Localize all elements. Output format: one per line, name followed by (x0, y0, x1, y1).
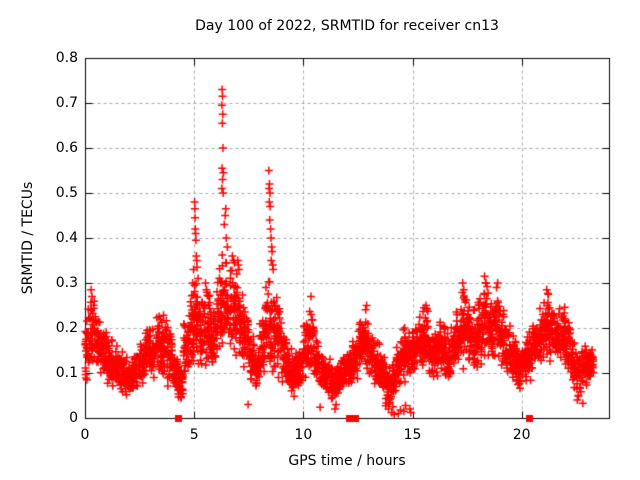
y-tick-label: 0.7 (55, 95, 78, 111)
chart-title: Day 100 of 2022, SRMTID for receiver cn1… (195, 18, 499, 34)
x-axis-title: GPS time / hours (288, 453, 406, 469)
y-tick-label: 0.3 (55, 275, 78, 291)
y-tick-label: 0.8 (55, 50, 78, 66)
x-tick-label: 10 (294, 427, 313, 443)
y-tick-label: 0 (69, 410, 78, 426)
y-tick-label: 0.1 (55, 365, 78, 381)
y-tick-label: 0.6 (55, 140, 78, 156)
y-tick-label: 0.4 (55, 230, 78, 246)
x-tick-label: 15 (403, 427, 422, 443)
y-tick-label: 0.2 (55, 320, 78, 336)
x-tick-label: 20 (512, 427, 531, 443)
y-tick-label: 0.5 (55, 185, 78, 201)
x-tick-label: 0 (80, 427, 90, 443)
x-tick-label: 5 (189, 427, 199, 443)
